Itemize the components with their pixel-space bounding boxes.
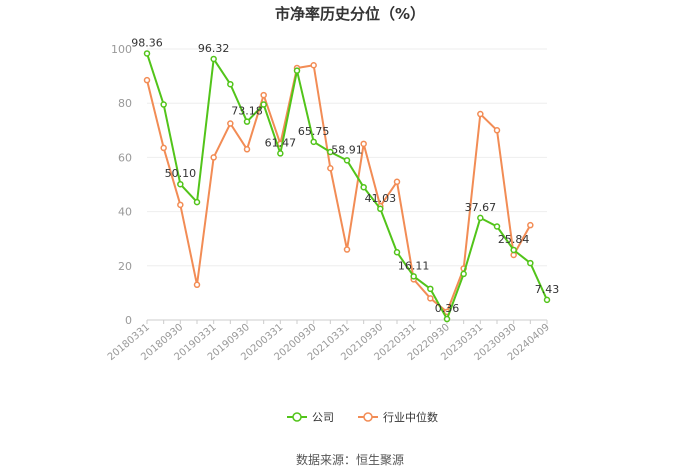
company-point [243, 118, 251, 125]
y-tick-label: 20 [118, 260, 132, 273]
industry-median-point [327, 164, 334, 172]
company-point [493, 223, 501, 230]
data-label: 61.47 [265, 136, 297, 149]
y-tick-label: 80 [118, 97, 132, 110]
industry-median-point [527, 221, 534, 229]
company-point [193, 198, 201, 206]
data-label: 65.75 [298, 125, 330, 138]
company-point [227, 80, 234, 88]
company-point [210, 55, 217, 63]
data-label: 50.10 [165, 167, 197, 180]
company-point [477, 214, 484, 222]
legend-marker [292, 412, 302, 422]
legend-label: 行业中位数 [383, 410, 438, 424]
data-label: 98.36 [131, 36, 163, 49]
company-point [410, 273, 417, 280]
company-point [327, 148, 334, 156]
company-point [377, 205, 384, 213]
industry-median-point [260, 91, 267, 99]
company-series-line [146, 53, 548, 321]
industry-median-point [210, 154, 217, 161]
data-label: 58.91 [331, 143, 363, 156]
company-point [310, 138, 317, 146]
industry-median-point [310, 62, 317, 69]
industry-median-point [193, 281, 201, 289]
industry-median-point [427, 295, 434, 302]
legend-item-industry-median[interactable]: 行业中位数 [358, 410, 438, 424]
company-point [427, 285, 434, 293]
industry-median-point [143, 76, 151, 84]
legend-item-company[interactable]: 公司 [287, 411, 334, 424]
company-point [293, 67, 301, 74]
data-label: 0.36 [435, 302, 460, 315]
company-point [360, 183, 367, 191]
industry-median-point [243, 146, 251, 153]
company-point [460, 270, 467, 278]
industry-median-point [360, 140, 367, 148]
industry-median-point [493, 127, 501, 134]
y-tick-label: 0 [125, 314, 132, 327]
company-point [177, 180, 184, 188]
company-point [343, 157, 351, 164]
y-tick-label: 40 [118, 206, 132, 219]
company-point [260, 101, 267, 108]
industry-median-series-line [146, 64, 532, 313]
chart-title: 市净率历史分位（%） [274, 5, 426, 23]
data-label: 7.43 [535, 283, 560, 296]
data-label: 37.67 [465, 201, 497, 214]
legend[interactable]: 公司 行业中位数 [287, 410, 438, 424]
source-note: 数据来源：恒生聚源 [295, 453, 404, 467]
y-tick-label: 60 [118, 151, 132, 164]
legend-marker [363, 412, 373, 422]
y-tick-label: 100 [111, 43, 132, 56]
industry-median-point [160, 144, 167, 152]
legend-label: 公司 [312, 411, 334, 424]
data-label: 25.84 [498, 233, 530, 246]
company-point [527, 259, 534, 267]
industry-median-point [227, 120, 234, 127]
company-point [510, 246, 517, 254]
company-point [277, 150, 284, 157]
industry-median-point [477, 110, 484, 118]
company-point [160, 101, 167, 108]
data-label: 96.32 [198, 42, 230, 55]
industry-median-point [393, 178, 401, 186]
company-point [143, 50, 151, 57]
company-point [443, 315, 451, 323]
company-point [393, 249, 401, 256]
company-point [543, 296, 551, 304]
data-label: 41.03 [365, 192, 397, 205]
industry-median-point [343, 246, 351, 253]
grid-lines [147, 48, 547, 321]
industry-median-point [177, 201, 184, 209]
data-label: 16.11 [398, 259, 430, 272]
data-label: 73.18 [231, 105, 263, 118]
series-lines [143, 50, 551, 323]
